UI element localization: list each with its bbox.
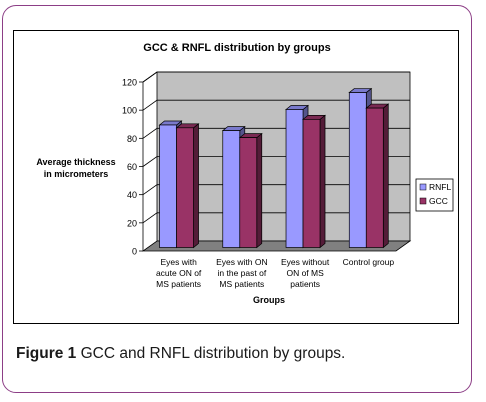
y-tick-label: 20 (127, 218, 137, 228)
x-tick-label: Eyes with ON (216, 257, 268, 267)
bar-rnfl (159, 124, 177, 248)
chart-title: GCC & RNFL distribution by groups (143, 42, 331, 54)
caption-label: Figure 1 (16, 345, 77, 362)
plot-floor (141, 240, 412, 252)
bar-side-gcc (193, 123, 199, 249)
x-tick-label: MS patients (156, 279, 201, 289)
y-tick-label: 0 (132, 247, 137, 257)
y-axis-top-edge (142, 71, 158, 83)
legend-label: RNFL (429, 182, 451, 192)
y-tick-label: 60 (127, 162, 137, 172)
gridline (142, 127, 410, 139)
gridline (142, 184, 410, 195)
y-tick-label: 40 (127, 190, 137, 200)
bar-side-gcc (256, 132, 263, 249)
figure-frame (2, 5, 472, 393)
gridline (142, 99, 410, 111)
x-tick-label: MS patients (219, 279, 264, 289)
x-tick-label: patients (290, 279, 320, 289)
bar-gcc (365, 107, 384, 248)
x-tick-label: Eyes with (160, 257, 197, 267)
legend-swatch (419, 183, 427, 191)
bar-gcc (302, 118, 321, 248)
caption-text: GCC and RNFL distribution by groups. (76, 345, 346, 362)
legend-label: GCC (429, 196, 448, 206)
y-tick-label: 120 (122, 78, 137, 88)
chart-area: GCC & RNFL distribution by groups 0 20 40 6… (13, 30, 459, 324)
y-tick-label: 100 (122, 106, 137, 116)
bar-side-gcc (319, 114, 326, 249)
bar-rnfl (348, 92, 367, 248)
x-tick-label: acute ON of (156, 268, 202, 278)
bar-rnfl (285, 109, 304, 248)
x-axis-title: Groups (253, 295, 285, 305)
x-tick-label: in the past of (218, 268, 267, 278)
y-tick-label: 80 (127, 134, 137, 144)
bar-rnfl (222, 130, 241, 248)
gridline (142, 156, 410, 167)
x-tick-label: ON of MS (286, 268, 324, 278)
y-axis-title: in micrometers (44, 169, 109, 179)
x-tick-label: Control group (343, 257, 395, 267)
legend-swatch (419, 197, 427, 205)
gridline (142, 212, 410, 224)
bar-gcc (176, 127, 194, 248)
bar-side-gcc (382, 103, 389, 249)
y-axis-title: Average thickness (36, 157, 115, 167)
figure-caption: Figure 1 GCC and RNFL distribution by gr… (16, 345, 345, 363)
x-tick-label: Eyes without (281, 257, 330, 267)
bar-gcc (239, 137, 258, 248)
